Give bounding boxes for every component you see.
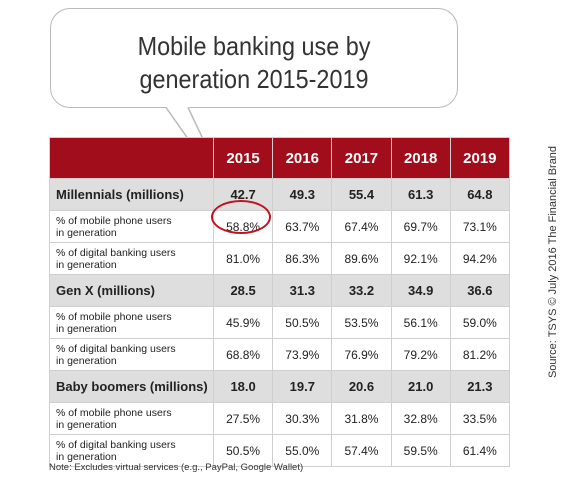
sub-row: % of digital banking users in generation … [49,242,510,275]
data-cell: 73.9% [272,338,333,371]
year-header: 2015 [212,137,274,179]
year-header: 2016 [272,137,333,179]
row-label-line: in generation [56,258,117,271]
row-label-line: % of digital banking users [56,438,176,451]
data-cell: 67.4% [331,210,392,243]
data-cell: 69.7% [390,210,451,243]
data-cell: 89.6% [331,242,392,275]
row-label: % of digital banking users in generation [49,242,214,275]
row-label: % of digital banking users in generation [49,434,214,467]
data-cell: 61.3 [390,178,451,211]
sub-row: % of mobile phone users in generation 45.… [49,306,510,339]
group-label: Gen X (millions) [49,274,214,307]
header-corner-cell [49,137,214,179]
data-cell: 28.5 [212,274,274,307]
year-header: 2018 [390,137,451,179]
sub-row: % of digital banking users in generation … [49,434,510,467]
data-cell: 81.0% [212,242,274,275]
row-label-line: in generation [56,226,117,239]
row-label-line: in generation [56,322,117,335]
data-cell: 50.5% [212,434,274,467]
data-cell: 53.5% [331,306,392,339]
footnote: Note: Excludes virtual services (e.g., P… [49,462,304,473]
data-cell: 30.3% [272,402,333,435]
sub-row: % of digital banking users in generation … [49,338,510,371]
data-cell: 21.3 [449,370,510,403]
row-label: % of mobile phone users in generation [49,306,214,339]
data-cell: 45.9% [212,306,274,339]
data-cell: 32.8% [390,402,451,435]
data-cell: 31.8% [331,402,392,435]
data-cell: 55.4 [331,178,392,211]
data-cell: 42.7 [212,178,274,211]
row-label-line: in generation [56,354,117,367]
data-cell: 18.0 [212,370,274,403]
row-label-line: in generation [56,418,117,431]
data-cell: 33.5% [449,402,510,435]
chart-title: Mobile banking use by generation 2015-20… [70,30,437,96]
data-cell: 86.3% [272,242,333,275]
group-row-millennials: Millennials (millions) 42.7 49.3 55.4 61… [49,178,510,211]
row-label: % of digital banking users in generation [49,338,214,371]
data-cell: 81.2% [449,338,510,371]
data-cell: 73.1% [449,210,510,243]
data-cell: 61.4% [449,434,510,467]
row-label-line: % of digital banking users [56,342,176,355]
sub-row: % of mobile phone users in generation 58.… [49,210,510,243]
data-cell: 56.1% [390,306,451,339]
group-row-baby-boomers: Baby boomers (millions) 18.0 19.7 20.6 2… [49,370,510,403]
speech-bubble [50,8,458,108]
row-label-line: % of mobile phone users [56,406,172,419]
data-cell: 36.6 [449,274,510,307]
data-cell: 63.7% [272,210,333,243]
row-label-line: % of digital banking users [56,246,176,259]
data-cell: 27.5% [212,402,274,435]
data-cell-highlighted: 58.8% [212,210,274,243]
data-cell: 59.0% [449,306,510,339]
row-label: % of mobile phone users in generation [49,210,214,243]
data-cell: 59.5% [390,434,451,467]
data-cell: 76.9% [331,338,392,371]
data-cell: 34.9 [390,274,451,307]
data-cell: 19.7 [272,370,333,403]
data-cell: 33.2 [331,274,392,307]
group-label: Baby boomers (millions) [49,370,214,403]
data-cell: 50.5% [272,306,333,339]
row-label-line: % of mobile phone users [56,214,172,227]
year-header: 2019 [449,137,510,179]
sub-row: % of mobile phone users in generation 27.… [49,402,510,435]
source-credit: Source: TSYS © July 2016 The Financial B… [547,145,559,379]
group-row-gen-x: Gen X (millions) 28.5 31.3 33.2 34.9 36.… [49,274,510,307]
chart-title-line-1: Mobile banking use by [137,31,371,61]
data-cell: 31.3 [272,274,333,307]
data-table: 2015 2016 2017 2018 2019 Millennials (mi… [49,137,510,467]
data-cell: 20.6 [331,370,392,403]
chart-title-line-2: generation 2015-2019 [139,64,369,94]
row-label-line: in generation [56,450,117,463]
data-cell: 64.8 [449,178,510,211]
data-cell: 79.2% [390,338,451,371]
group-label: Millennials (millions) [49,178,214,211]
data-cell: 49.3 [272,178,333,211]
data-cell: 68.8% [212,338,274,371]
data-cell: 94.2% [449,242,510,275]
data-cell: 21.0 [390,370,451,403]
data-cell: 57.4% [331,434,392,467]
data-cell: 92.1% [390,242,451,275]
data-cell: 55.0% [272,434,333,467]
year-header: 2017 [331,137,392,179]
header-row: 2015 2016 2017 2018 2019 [49,137,510,179]
row-label-line: % of mobile phone users [56,310,172,323]
row-label: % of mobile phone users in generation [49,402,214,435]
